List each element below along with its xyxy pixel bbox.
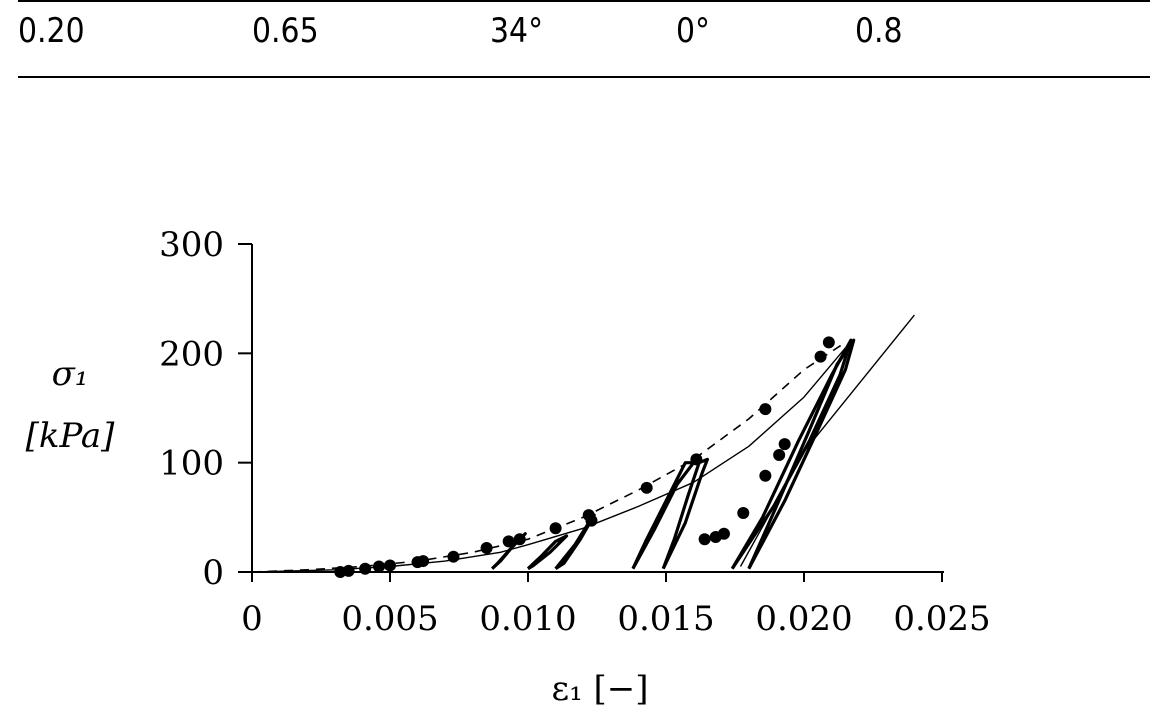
data-point [342,564,355,577]
data-point [773,449,786,462]
data-point [549,522,562,535]
series-line [661,457,709,570]
series-line [526,534,569,571]
table-cell-4: 0° [676,11,711,51]
y-tick-label: 0 [202,553,224,593]
x-tick-label: 0.010 [479,599,576,639]
data-point [640,481,653,494]
data-point [359,562,372,575]
y-axis-label-unit: [kPa] [26,416,115,456]
data-point [372,560,385,573]
table-cell-1: 0.20 [18,11,85,51]
table-strip: 0.20 0.65 34° 0° 0.8 [0,0,1150,80]
data-point [690,453,703,466]
table-cell-3: 34° [490,11,544,51]
data-point [698,533,711,546]
y-tick-label: 100 [159,444,224,484]
data-point [778,438,791,451]
table-cell-5: 0.8 [855,11,903,51]
x-axis-label: ε₁ [−] [551,669,648,709]
series-line [490,532,527,570]
data-point [513,533,526,546]
data-point [814,350,827,363]
data-point [759,403,772,416]
y-tick-label: 200 [159,334,224,374]
data-point [759,469,772,482]
series-line [747,338,856,570]
chart-axes: 0 0.005 0.010 0.015 0.020 0.025 0 100 200 300 [159,225,991,639]
data-point [585,514,598,527]
chart-labels: σ₁ [kPa] ε₁ [−] [26,354,649,709]
x-tick-label: 0.020 [755,599,852,639]
data-point [384,559,396,572]
data-point [717,527,730,540]
y-axis-label-symbol: σ₁ [52,354,89,394]
x-tick-label: 0.015 [617,599,714,639]
y-tick-label: 300 [159,225,224,265]
data-point [502,535,515,548]
table-top-rule [18,0,1150,2]
data-point [822,336,835,349]
x-tick-label: 0.005 [341,599,438,639]
data-point [447,550,460,563]
table-bottom-rule [18,76,1150,78]
series-line [631,461,696,570]
data-point [417,555,430,568]
table-cell-2: 0.65 [252,11,319,51]
chart-series [251,314,915,573]
chart-markers [334,336,835,578]
data-point [737,506,750,519]
x-tick-label: 0 [241,599,263,639]
x-tick-label: 0.025 [893,599,990,639]
data-point [480,541,493,554]
